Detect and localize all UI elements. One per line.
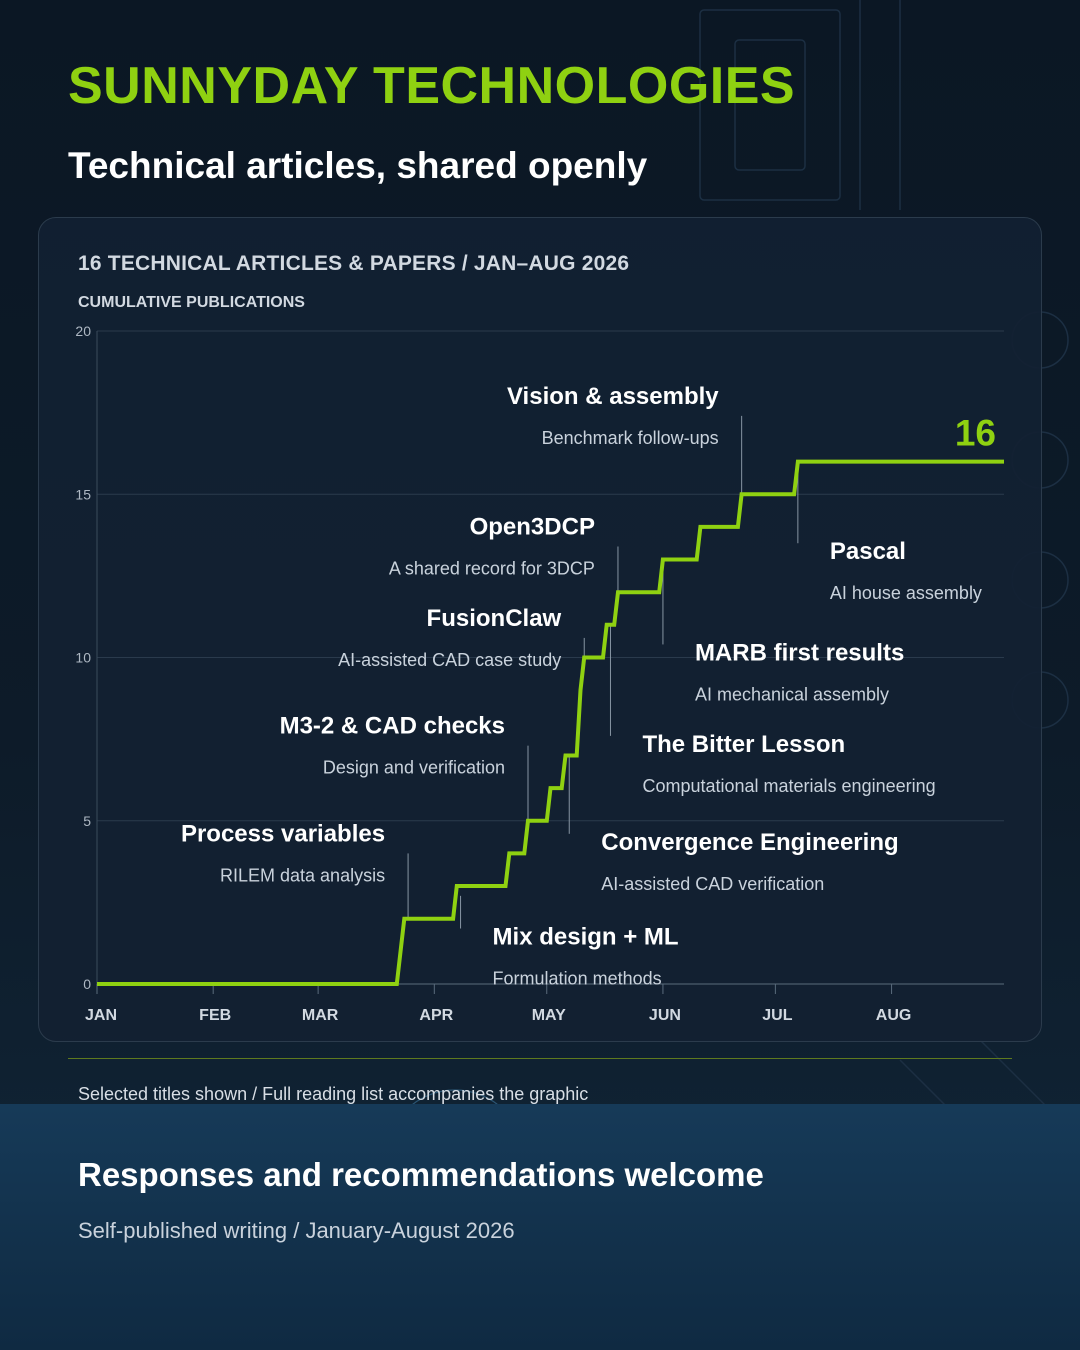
y-tick-label: 5: [83, 813, 91, 829]
x-tick-label: FEB: [199, 1007, 231, 1024]
x-tick-label: MAR: [302, 1007, 339, 1024]
chart-card: [38, 217, 1042, 1042]
annotation-title: Pascal: [830, 538, 906, 565]
annotation-subtitle: AI-assisted CAD case study: [338, 650, 561, 670]
x-tick-label: MAY: [532, 1007, 566, 1024]
cta-title: Responses and recommendations welcome: [78, 1156, 764, 1193]
annotation-title: The Bitter Lesson: [642, 731, 845, 758]
y-tick-label: 10: [75, 650, 91, 666]
cumulative-step-line: [97, 459, 1004, 986]
annotation-title: MARB first results: [695, 639, 904, 666]
bottom-band: [0, 1104, 1080, 1350]
annotation-subtitle: AI house assembly: [830, 583, 982, 603]
annotation-subtitle: AI mechanical assembly: [695, 684, 889, 704]
annotation-title: Mix design + ML: [493, 923, 679, 950]
annotation-title: Convergence Engineering: [601, 829, 898, 856]
x-tick-label: JUL: [762, 1007, 792, 1024]
annotation-subtitle: A shared record for 3DCP: [389, 558, 595, 578]
annotation-subtitle: Design and verification: [323, 758, 505, 778]
brand-title: SUNNYDAY TECHNOLOGIES: [68, 57, 796, 115]
y-tick-label: 20: [75, 323, 91, 339]
annotation-subtitle: Computational materials engineering: [642, 776, 935, 796]
annotation-title: Open3DCP: [470, 513, 595, 540]
annotation-subtitle: Formulation methods: [493, 968, 662, 988]
tagline: Technical articles, shared openly: [68, 145, 648, 186]
x-tick-label: JAN: [85, 1007, 117, 1024]
annotation-subtitle: Benchmark follow-ups: [542, 428, 719, 448]
annotation-title: Vision & assembly: [507, 383, 719, 410]
annotation-subtitle: RILEM data analysis: [220, 865, 385, 885]
y-tick-label: 15: [75, 486, 91, 502]
annotation-title: FusionClaw: [427, 605, 562, 632]
y-axis-label: CUMULATIVE PUBLICATIONS: [78, 294, 305, 311]
footnote: Selected titles shown / Full reading lis…: [78, 1084, 589, 1104]
x-tick-label: JUN: [649, 1007, 681, 1024]
divider-rule: [68, 1058, 1012, 1059]
annotation-title: Process variables: [181, 820, 385, 847]
cta-subtitle: Self-published writing / January-August …: [78, 1218, 515, 1243]
cumulative-publications-chart: 0 5 10 15 20 JAN FEB MAR APR MAY JUN JUL AUG 16 Proces…: [75, 323, 1004, 1024]
y-tick-label: 0: [83, 976, 91, 992]
final-value-label: 16: [955, 413, 996, 454]
x-tick-label: APR: [419, 1007, 453, 1024]
annotation-title: M3-2 & CAD checks: [280, 713, 505, 740]
x-tick-label: AUG: [876, 1007, 912, 1024]
annotation-subtitle: AI-assisted CAD verification: [601, 874, 824, 894]
chart-heading: 16 TECHNICAL ARTICLES & PAPERS / JAN–AUG…: [78, 252, 630, 275]
